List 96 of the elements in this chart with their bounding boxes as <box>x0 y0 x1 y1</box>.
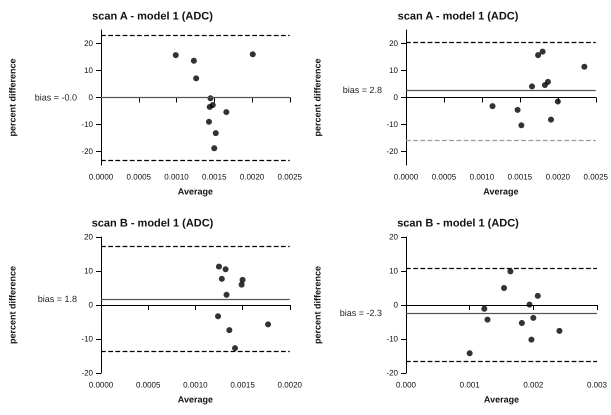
y-tick-label: -10 <box>386 120 399 129</box>
y-axis-title: percent difference <box>8 266 18 344</box>
point <box>534 292 541 299</box>
x-tick-label: 0.002 <box>523 380 544 390</box>
y-tick-label: 20 <box>84 232 94 242</box>
point <box>223 109 230 116</box>
x-tick-label: 0.0025 <box>278 172 303 182</box>
x-tick-label: 0.0005 <box>126 172 152 182</box>
y-tick-label: 0 <box>88 300 94 310</box>
y-axis-title: percent difference <box>312 266 322 344</box>
y-tick-label: -20 <box>81 368 94 378</box>
x-tick-label: 0.0010 <box>183 380 208 390</box>
y-axis-title: percent difference <box>8 58 18 137</box>
chart-title: scan B - model 1 (ADC) <box>92 218 214 230</box>
x-tick-label: 0.0010 <box>470 172 495 182</box>
ref-line-label: bias = -2.3 <box>340 308 382 318</box>
ref-line-label: bias = 2.8 <box>342 84 382 95</box>
y-tick-label: 20 <box>389 39 399 48</box>
point <box>215 313 222 320</box>
point <box>529 83 536 90</box>
point <box>224 292 230 298</box>
point <box>484 316 490 323</box>
x-tick-label: 0.0020 <box>546 172 571 182</box>
point <box>193 75 200 82</box>
y-tick-label: 10 <box>389 66 399 75</box>
y-axis-title: percent difference <box>312 58 322 137</box>
x-tick-label: 0.0010 <box>164 172 190 182</box>
chart-title: scan B - model 1 (ADC) <box>397 218 520 230</box>
ref-line-label: bias = 1.8 <box>38 294 77 304</box>
point <box>190 58 197 64</box>
x-axis-title: Average <box>178 186 213 196</box>
y-tick-label: 0 <box>88 93 94 102</box>
point <box>490 103 496 110</box>
x-tick-label: 0.003 <box>586 380 608 390</box>
y-tick-label: -20 <box>386 368 399 378</box>
point <box>501 285 508 291</box>
y-tick-label: -10 <box>81 120 94 129</box>
y-tick-label: -10 <box>386 334 399 344</box>
point <box>540 48 546 55</box>
x-tick-label: 0.000 <box>396 380 417 390</box>
x-tick-label: 0.0005 <box>432 172 457 182</box>
y-tick-label: 20 <box>84 39 94 48</box>
point <box>222 266 229 272</box>
y-tick-label: -10 <box>81 334 94 344</box>
point <box>548 116 554 123</box>
y-tick-label: -20 <box>386 147 399 156</box>
y-tick-label: 0 <box>394 93 399 102</box>
ref-line-label: bias = -0.0 <box>34 92 77 102</box>
point <box>581 64 588 70</box>
x-tick-label: 0.0005 <box>136 380 161 390</box>
x-axis-title: Average <box>483 186 518 196</box>
point <box>238 282 245 288</box>
x-tick-label: 0.0015 <box>508 172 533 182</box>
point <box>216 264 222 270</box>
point <box>211 145 218 152</box>
point <box>507 268 514 274</box>
point <box>544 78 551 85</box>
x-axis-title: Average <box>178 394 213 404</box>
point <box>210 102 216 108</box>
point <box>518 122 524 128</box>
point <box>528 336 534 343</box>
point <box>212 130 219 136</box>
y-tick-label: -20 <box>81 147 94 156</box>
x-tick-label: 0.0000 <box>394 172 419 182</box>
x-tick-label: 0.0020 <box>278 380 303 390</box>
point <box>226 327 232 334</box>
point <box>481 306 488 312</box>
x-tick-label: 0.0015 <box>230 380 256 390</box>
point <box>172 52 179 58</box>
point <box>530 314 536 321</box>
point <box>265 321 272 328</box>
x-tick-label: 0.0025 <box>584 172 609 182</box>
x-tick-label: 0.0020 <box>240 172 265 182</box>
point <box>526 302 533 308</box>
y-tick-label: 20 <box>389 232 399 242</box>
point <box>466 350 473 356</box>
point <box>556 328 562 334</box>
y-tick-label: 10 <box>389 266 399 276</box>
point <box>232 345 238 352</box>
chart-title: scan A - model 1 (ADC) <box>398 10 519 22</box>
x-tick-label: 0.0000 <box>88 172 114 182</box>
point <box>514 106 521 113</box>
x-tick-label: 0.0015 <box>202 172 228 182</box>
point <box>554 98 561 105</box>
point <box>206 118 212 125</box>
point <box>535 52 542 58</box>
chart-title: scan A - model 1 (ADC) <box>92 10 214 22</box>
y-tick-label: 10 <box>84 266 94 276</box>
x-tick-label: 0.001 <box>460 380 480 390</box>
y-tick-label: 0 <box>394 300 399 310</box>
x-tick-label: 0.0000 <box>88 380 114 390</box>
y-tick-label: 10 <box>84 66 94 75</box>
point <box>518 320 525 326</box>
point <box>218 276 225 282</box>
x-axis-title: Average <box>484 394 520 404</box>
point <box>250 51 256 58</box>
